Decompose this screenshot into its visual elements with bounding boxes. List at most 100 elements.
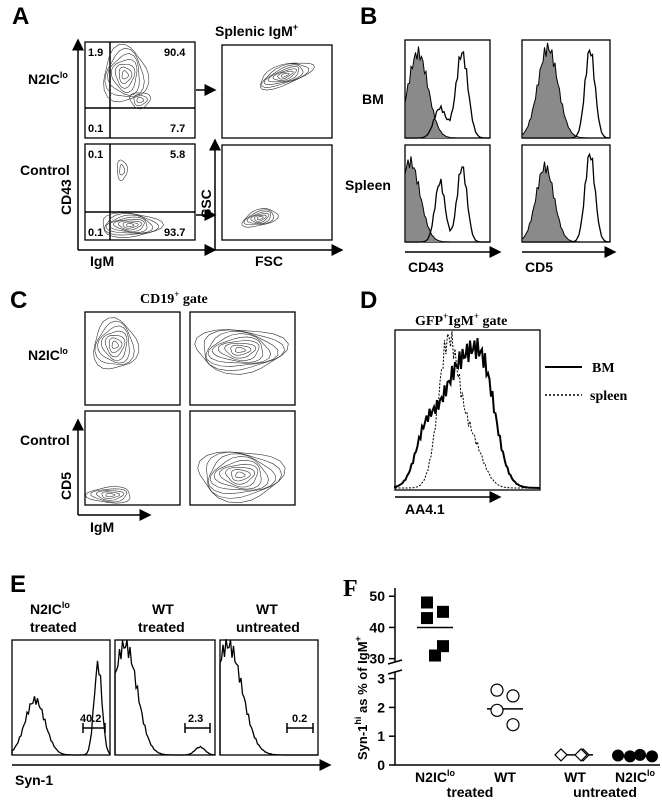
contour xyxy=(250,213,270,224)
contour xyxy=(105,493,116,497)
axis-label: Syn-1hi as % of IgM+ xyxy=(353,636,370,760)
y-tick-label: 40 xyxy=(369,619,385,635)
contour xyxy=(126,223,135,227)
quadrant-value: 0.1 xyxy=(88,149,103,161)
contour xyxy=(203,329,285,372)
contour xyxy=(104,335,126,358)
contour xyxy=(213,459,262,490)
contour xyxy=(136,96,144,103)
histogram xyxy=(219,639,318,756)
contour xyxy=(133,94,148,107)
point xyxy=(506,689,520,703)
contour xyxy=(111,340,119,349)
axis-label: AA4.1 xyxy=(405,501,445,517)
contour xyxy=(107,53,140,96)
point xyxy=(437,640,449,653)
point xyxy=(490,683,504,697)
contour xyxy=(100,330,128,361)
row-label: BM xyxy=(362,91,384,107)
axis-label: CD5 xyxy=(58,472,74,500)
histogram xyxy=(522,48,611,139)
plot-frame xyxy=(11,639,111,756)
contour xyxy=(205,330,279,367)
quadrant-value: 7.7 xyxy=(170,123,185,135)
column-title: treated xyxy=(30,619,77,635)
legend-label: BM xyxy=(592,361,615,376)
contour xyxy=(272,68,297,81)
point xyxy=(554,748,568,762)
contour xyxy=(281,72,290,78)
contour xyxy=(234,347,246,353)
plot-frame xyxy=(84,41,196,139)
contour xyxy=(113,218,145,232)
histogram xyxy=(395,331,540,489)
contour xyxy=(241,208,279,228)
contour xyxy=(121,70,129,80)
column-title: WT xyxy=(152,601,174,617)
panel-label: C xyxy=(10,287,27,314)
group-label: N2IClo xyxy=(415,768,455,785)
contour xyxy=(259,62,315,91)
contour xyxy=(118,220,143,231)
group-label: treated xyxy=(447,784,494,800)
label-part: lo xyxy=(647,768,656,778)
y-tick-label: 50 xyxy=(369,588,385,604)
plot-frame xyxy=(84,311,181,406)
contour xyxy=(103,44,150,103)
contour xyxy=(90,488,128,503)
panel-label: F xyxy=(343,576,358,602)
quadrant-value: 90.4 xyxy=(164,47,186,59)
contour xyxy=(117,159,128,182)
contour xyxy=(101,491,121,499)
contour xyxy=(118,66,133,84)
gate-value: 2.3 xyxy=(188,713,203,725)
label-part: lo xyxy=(447,768,456,778)
axis-label: FSC xyxy=(255,253,283,269)
point xyxy=(646,750,658,763)
histogram xyxy=(11,660,111,756)
row-label: N2IClo xyxy=(28,346,68,363)
panel-label: A xyxy=(12,3,29,30)
y-tick-label: 2 xyxy=(377,699,385,715)
legend-label: spleen xyxy=(590,389,628,404)
point xyxy=(624,750,636,763)
column-title: untreated xyxy=(236,619,300,635)
axis-label: SSC xyxy=(198,189,214,218)
label-part: N2IC xyxy=(415,769,447,785)
gate-value: 40.2 xyxy=(80,713,101,725)
plot-frame xyxy=(221,144,333,241)
quadrant-value: 5.8 xyxy=(170,149,185,161)
contour xyxy=(105,214,154,234)
contour xyxy=(261,63,310,88)
contour xyxy=(209,456,269,491)
contour xyxy=(102,212,164,239)
histogram xyxy=(521,161,610,243)
panel-label: E xyxy=(10,571,26,598)
axis-label: CD43 xyxy=(58,179,74,215)
histogram xyxy=(405,50,490,139)
histogram xyxy=(404,46,490,139)
contour xyxy=(257,216,264,220)
contour xyxy=(263,64,304,85)
point xyxy=(574,748,588,762)
group-label: WT xyxy=(494,769,516,785)
histogram xyxy=(394,338,540,489)
row-label: Control xyxy=(20,432,70,448)
quadrant-value: 1.9 xyxy=(88,47,103,59)
label-part: WT xyxy=(564,769,586,785)
y-tick-label: 0 xyxy=(377,757,385,773)
contour xyxy=(114,63,136,89)
point xyxy=(490,703,504,717)
contour xyxy=(211,336,264,363)
contour xyxy=(207,333,272,364)
contour xyxy=(277,70,294,80)
plot-title: CD19+ gate xyxy=(140,289,208,307)
axis-label: IgM xyxy=(90,519,114,535)
quadrant-value: 93.7 xyxy=(164,227,185,239)
gate xyxy=(286,723,314,733)
contour xyxy=(197,451,286,504)
contour xyxy=(108,216,148,234)
plot-frame xyxy=(84,143,196,241)
point xyxy=(634,748,646,761)
point xyxy=(437,605,449,618)
